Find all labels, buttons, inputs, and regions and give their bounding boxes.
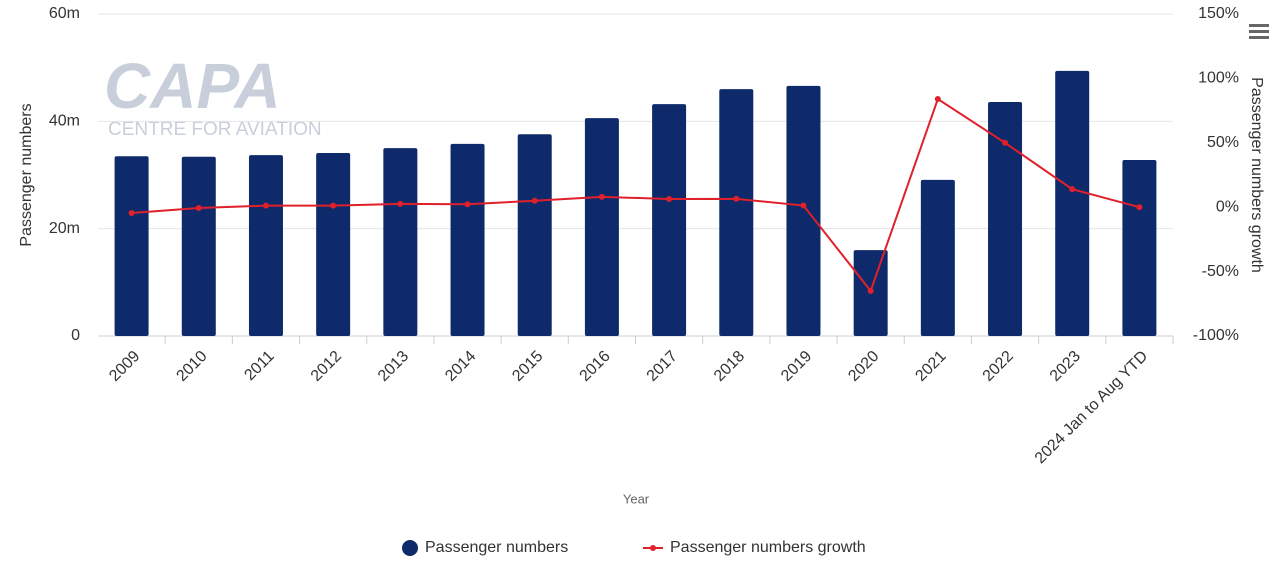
x-tick-label: 2016 [577, 348, 614, 385]
y2-tick-label: 0% [1216, 198, 1239, 215]
y-tick-label: 0 [71, 327, 80, 344]
line-point [598, 193, 605, 200]
y-tick-label: 40m [49, 113, 80, 130]
line-point [195, 204, 202, 211]
x-tick-label: 2010 [173, 348, 210, 385]
legend-marker [402, 540, 418, 556]
y2-tick-label: 50% [1207, 134, 1239, 151]
x-tick-label: 2014 [442, 348, 479, 385]
line-point [800, 202, 807, 209]
y-tick-label: 60m [49, 5, 80, 22]
bar [181, 156, 216, 336]
bar [920, 179, 955, 336]
y-tick-label: 20m [49, 220, 80, 237]
y2-tick-label: 150% [1198, 5, 1239, 22]
bar [114, 156, 149, 336]
x-tick-label: 2017 [644, 348, 681, 385]
line-point [934, 96, 941, 103]
bar [248, 155, 283, 336]
bar [517, 134, 552, 336]
y-axis-title: Passenger numbers [18, 103, 35, 246]
line-point [330, 202, 337, 209]
bar [1122, 159, 1157, 336]
legend-label: Passenger numbers [425, 539, 568, 556]
bar [786, 85, 821, 336]
x-tick-label: 2012 [308, 348, 345, 385]
x-tick-label: 2019 [778, 348, 815, 385]
x-axis-title: Year [623, 491, 650, 506]
line-point [464, 201, 471, 208]
x-tick-label: 2021 [912, 348, 949, 385]
x-tick-label: 2011 [241, 348, 277, 384]
x-tick-label: 2015 [509, 348, 546, 385]
line-point [397, 200, 404, 207]
bar [383, 148, 418, 336]
x-tick-label: 2024 Jan to Aug YTD [1032, 348, 1151, 467]
watermark-text: CENTRE FOR AVIATION [108, 119, 322, 140]
bar [988, 102, 1023, 336]
x-tick-label: 2023 [1047, 348, 1084, 385]
y2-tick-label: -100% [1193, 327, 1239, 344]
y2-tick-label: 100% [1198, 70, 1239, 87]
line [131, 97, 1140, 293]
bar [584, 118, 619, 336]
x-tick-label: 2020 [845, 348, 882, 385]
line-point [1002, 139, 1009, 146]
bar [316, 152, 351, 336]
y2-axis-title: Passenger numbers growth [1248, 77, 1265, 273]
line-point [666, 195, 673, 202]
x-tick-label: 2013 [375, 348, 412, 385]
line-point [733, 195, 740, 202]
bar [652, 104, 687, 336]
legend-marker [650, 545, 656, 551]
legend-label: Passenger numbers growth [670, 539, 866, 556]
x-tick-label: 2009 [106, 348, 143, 385]
bar [450, 143, 485, 336]
line-point [262, 202, 269, 209]
bar [719, 89, 754, 336]
line-point [531, 197, 538, 204]
x-tick-label: 2018 [711, 348, 748, 385]
menu-button[interactable] [1249, 24, 1269, 39]
y2-tick-label: -50% [1202, 263, 1239, 280]
x-tick-label: 2022 [980, 348, 1017, 385]
watermark-logo: CAPA [104, 50, 281, 122]
line-point [867, 287, 874, 294]
line-point [128, 209, 135, 216]
bar [1055, 70, 1090, 337]
line-point [1069, 186, 1076, 193]
line-point [1136, 204, 1143, 211]
